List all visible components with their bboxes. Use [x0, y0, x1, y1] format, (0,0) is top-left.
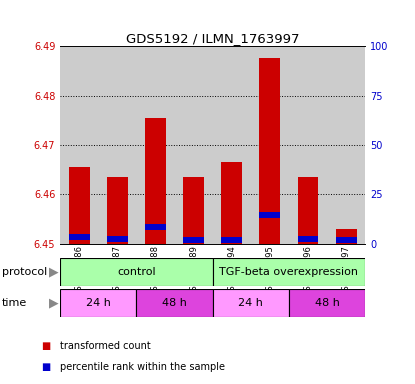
- Bar: [212, 289, 289, 317]
- Text: ▶: ▶: [49, 266, 59, 279]
- Text: ■: ■: [42, 341, 51, 351]
- Bar: [98, 46, 137, 244]
- Text: percentile rank within the sample: percentile rank within the sample: [60, 362, 225, 372]
- Bar: [259, 212, 281, 218]
- Bar: [298, 177, 318, 244]
- Bar: [69, 167, 90, 244]
- Title: GDS5192 / ILMN_1763997: GDS5192 / ILMN_1763997: [126, 32, 300, 45]
- Bar: [221, 237, 242, 243]
- Text: ■: ■: [42, 362, 51, 372]
- Text: TGF-beta overexpression: TGF-beta overexpression: [220, 267, 359, 277]
- Text: time: time: [2, 298, 27, 308]
- Text: 48 h: 48 h: [162, 298, 187, 308]
- Bar: [60, 289, 137, 317]
- Bar: [289, 289, 365, 317]
- Bar: [137, 289, 212, 317]
- Bar: [60, 46, 98, 244]
- Bar: [251, 46, 289, 244]
- Bar: [145, 223, 166, 230]
- Bar: [212, 258, 365, 286]
- Bar: [212, 46, 251, 244]
- Bar: [60, 258, 212, 286]
- Text: 24 h: 24 h: [86, 298, 111, 308]
- Bar: [183, 237, 204, 243]
- Bar: [327, 46, 365, 244]
- Bar: [259, 58, 281, 244]
- Text: control: control: [117, 267, 156, 277]
- Text: 48 h: 48 h: [315, 298, 339, 308]
- Bar: [336, 229, 356, 244]
- Bar: [137, 46, 175, 244]
- Bar: [336, 237, 356, 243]
- Text: ▶: ▶: [49, 296, 59, 310]
- Text: transformed count: transformed count: [60, 341, 151, 351]
- Bar: [289, 46, 327, 244]
- Text: 24 h: 24 h: [238, 298, 263, 308]
- Bar: [298, 236, 318, 242]
- Bar: [183, 177, 204, 244]
- Bar: [175, 46, 213, 244]
- Bar: [107, 177, 128, 244]
- Text: protocol: protocol: [2, 267, 47, 277]
- Bar: [145, 118, 166, 244]
- Bar: [107, 236, 128, 242]
- Bar: [69, 235, 90, 240]
- Bar: [221, 162, 242, 244]
